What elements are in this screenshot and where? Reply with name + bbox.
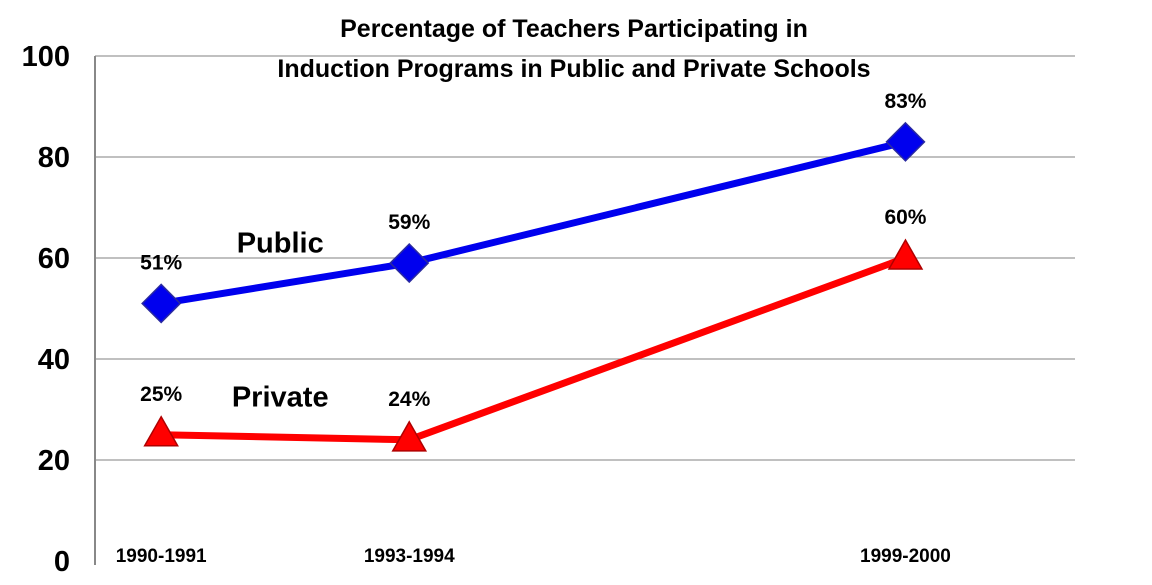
y-tick-labels: 0 20 40 60 80 100 (22, 41, 70, 578)
y-tick-label: 80 (38, 142, 70, 174)
data-point-diamond (885, 121, 926, 162)
series-name-label: Public (237, 227, 324, 259)
data-point-triangle (143, 415, 179, 447)
y-tick-label: 100 (22, 41, 70, 73)
y-tick-label: 0 (54, 546, 70, 578)
gridlines (95, 55, 1075, 461)
data-label: 25% (140, 383, 182, 406)
series-public: 51% 59% 83% Public (140, 90, 927, 324)
data-label: 59% (388, 211, 430, 234)
data-label: 24% (388, 388, 430, 411)
y-tick-label: 20 (38, 445, 70, 477)
chart-title: Percentage of Teachers Participating in … (277, 15, 870, 83)
y-tick-label: 40 (38, 344, 70, 376)
data-label: 83% (884, 90, 926, 113)
chart-title-line-1: Percentage of Teachers Participating in (340, 15, 808, 43)
data-point-triangle (391, 420, 428, 452)
series-line (160, 138, 907, 307)
x-tick-label: 1993-1994 (364, 546, 455, 567)
data-label: 60% (884, 206, 926, 229)
x-tick-label: 1990-1991 (116, 546, 207, 567)
data-point-diamond (141, 283, 182, 324)
data-point-triangle (887, 238, 924, 270)
y-tick-label: 60 (38, 243, 70, 275)
data-point-diamond (389, 242, 430, 284)
chart-title-line-2: Induction Programs in Public and Private… (277, 55, 870, 83)
series-layer: 51% 59% 83% Public 25% 24% 60% Private (140, 90, 927, 452)
series-name-label: Private (232, 381, 329, 413)
x-tick-labels: 1990-1991 1993-1994 1999-2000 (116, 546, 951, 567)
x-tick-label: 1999-2000 (860, 546, 951, 567)
series-private: 25% 24% 60% Private (140, 206, 927, 452)
data-label: 51% (140, 251, 182, 274)
